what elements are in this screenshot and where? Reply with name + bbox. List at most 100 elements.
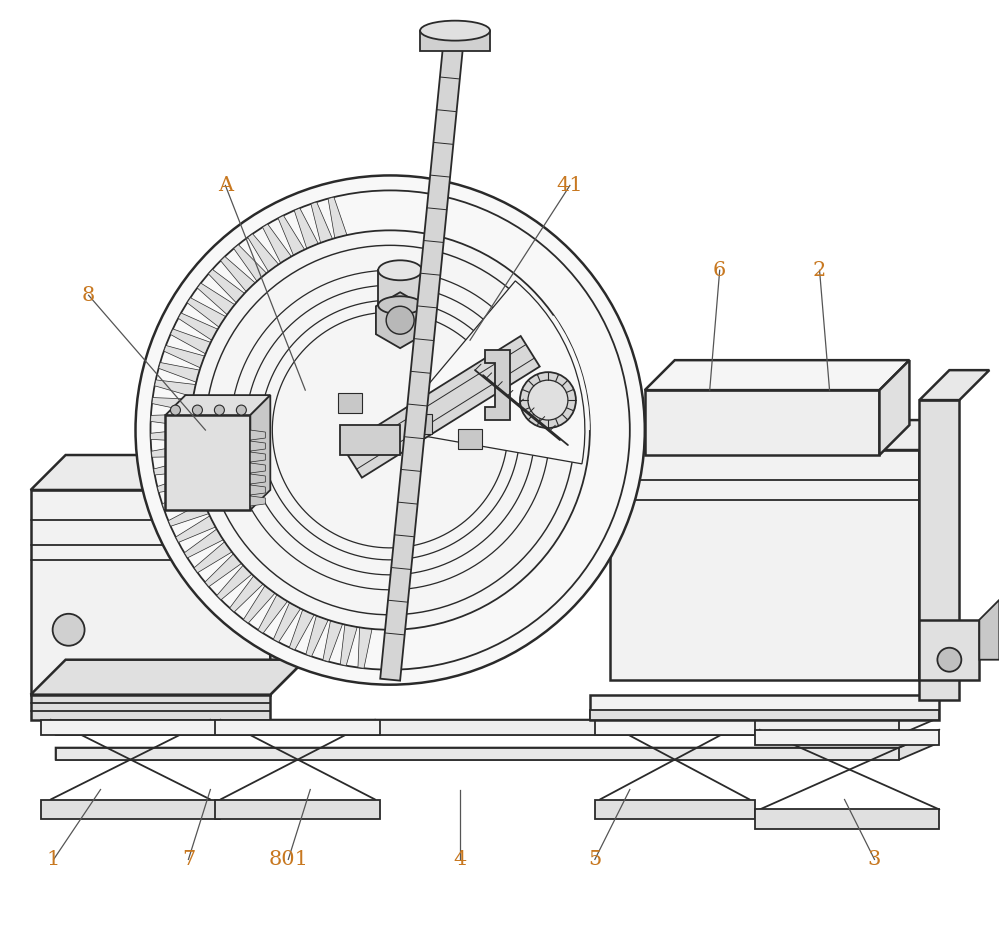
Circle shape <box>236 405 246 415</box>
Polygon shape <box>919 370 989 400</box>
Text: 801: 801 <box>268 850 308 869</box>
Circle shape <box>190 230 590 630</box>
Polygon shape <box>610 450 919 680</box>
Polygon shape <box>159 362 200 382</box>
Polygon shape <box>343 336 540 477</box>
Polygon shape <box>197 283 235 314</box>
Polygon shape <box>243 586 275 623</box>
Polygon shape <box>31 490 270 695</box>
Text: 5: 5 <box>588 850 601 869</box>
Polygon shape <box>168 502 209 526</box>
Polygon shape <box>485 350 510 420</box>
Polygon shape <box>250 496 265 506</box>
Polygon shape <box>919 420 949 680</box>
Polygon shape <box>358 627 372 668</box>
Polygon shape <box>610 420 949 450</box>
Polygon shape <box>155 380 196 397</box>
Circle shape <box>386 306 414 334</box>
Polygon shape <box>458 429 482 449</box>
Polygon shape <box>205 554 242 587</box>
Polygon shape <box>31 695 270 720</box>
Text: A: A <box>218 176 233 195</box>
Polygon shape <box>56 733 934 760</box>
Text: 1: 1 <box>47 850 60 869</box>
Polygon shape <box>250 474 265 484</box>
Circle shape <box>53 614 85 646</box>
Polygon shape <box>41 799 220 820</box>
Polygon shape <box>340 425 400 455</box>
Polygon shape <box>170 329 211 354</box>
Polygon shape <box>217 565 252 600</box>
Wedge shape <box>521 315 590 430</box>
Polygon shape <box>31 660 305 695</box>
Text: 8: 8 <box>82 285 95 305</box>
Polygon shape <box>248 234 279 271</box>
Circle shape <box>170 405 180 415</box>
Polygon shape <box>278 215 305 256</box>
Polygon shape <box>273 603 301 642</box>
Text: 6: 6 <box>713 261 726 280</box>
Polygon shape <box>250 463 265 473</box>
Polygon shape <box>152 398 193 412</box>
Circle shape <box>528 380 568 420</box>
Polygon shape <box>221 256 255 292</box>
Polygon shape <box>338 393 362 413</box>
Circle shape <box>214 405 224 415</box>
Polygon shape <box>250 395 270 510</box>
Polygon shape <box>154 459 195 475</box>
Text: 3: 3 <box>868 850 881 869</box>
Polygon shape <box>234 244 267 281</box>
Polygon shape <box>289 609 314 650</box>
Polygon shape <box>328 197 347 238</box>
Polygon shape <box>215 799 380 820</box>
Polygon shape <box>184 529 223 558</box>
Polygon shape <box>590 695 939 720</box>
Polygon shape <box>378 271 422 305</box>
Polygon shape <box>645 360 909 390</box>
Polygon shape <box>187 298 226 328</box>
Polygon shape <box>645 390 879 455</box>
Polygon shape <box>56 748 899 760</box>
Polygon shape <box>919 400 959 699</box>
Polygon shape <box>250 441 265 451</box>
Polygon shape <box>208 270 245 302</box>
Polygon shape <box>919 620 979 680</box>
Polygon shape <box>151 414 191 427</box>
Text: 2: 2 <box>813 261 826 280</box>
Polygon shape <box>176 516 216 542</box>
Circle shape <box>136 175 645 684</box>
Polygon shape <box>306 616 328 656</box>
Polygon shape <box>294 208 318 249</box>
Polygon shape <box>164 345 205 368</box>
Ellipse shape <box>378 260 422 280</box>
Polygon shape <box>380 24 465 680</box>
Polygon shape <box>250 452 265 462</box>
Polygon shape <box>595 799 755 820</box>
Text: 41: 41 <box>557 176 583 195</box>
Polygon shape <box>590 709 939 720</box>
Polygon shape <box>258 594 287 634</box>
Polygon shape <box>151 429 191 442</box>
Circle shape <box>520 373 576 428</box>
Polygon shape <box>376 292 424 348</box>
Ellipse shape <box>378 297 422 314</box>
Polygon shape <box>162 488 203 509</box>
Polygon shape <box>230 576 263 612</box>
Polygon shape <box>263 224 291 263</box>
Polygon shape <box>270 455 305 564</box>
Polygon shape <box>41 720 220 735</box>
Circle shape <box>937 648 961 672</box>
Polygon shape <box>56 720 899 735</box>
Circle shape <box>192 405 202 415</box>
Text: 7: 7 <box>182 850 195 869</box>
Polygon shape <box>56 708 934 735</box>
Polygon shape <box>250 485 265 495</box>
Polygon shape <box>178 313 218 341</box>
Text: 4: 4 <box>453 850 467 869</box>
Polygon shape <box>165 415 250 510</box>
Polygon shape <box>408 414 432 434</box>
Polygon shape <box>755 729 939 745</box>
Polygon shape <box>755 810 939 829</box>
Polygon shape <box>879 360 909 455</box>
Polygon shape <box>250 430 265 440</box>
